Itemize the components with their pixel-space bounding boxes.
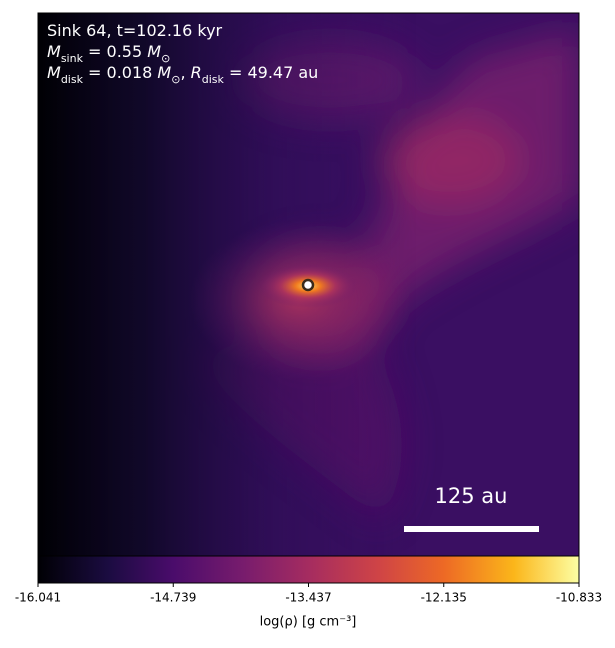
annotation-part: disk bbox=[61, 73, 84, 86]
colorbar-label: log(ρ) [g cm⁻³] bbox=[260, 615, 357, 630]
colorbar-tick-label: -13.437 bbox=[285, 591, 331, 605]
annotation-part: = 0.55 bbox=[83, 42, 147, 61]
annotation: Msink = 0.55 M⊙ bbox=[47, 42, 170, 65]
annotation-part: sink bbox=[61, 52, 84, 65]
density-image bbox=[38, 13, 579, 556]
annotation-part: , bbox=[180, 63, 190, 82]
annotation-part: = 0.018 bbox=[83, 63, 157, 82]
annotation-part: R bbox=[191, 63, 202, 82]
scale-bar-label: 125 au bbox=[435, 484, 508, 508]
colorbar-tick-label: -14.739 bbox=[150, 591, 196, 605]
annotation-part: ⊙ bbox=[161, 52, 170, 65]
sink-marker bbox=[301, 278, 315, 292]
colorbar-tick-label: -16.041 bbox=[15, 591, 61, 605]
annotation-part: disk bbox=[202, 73, 225, 86]
annotation-part: = 49.47 au bbox=[224, 63, 318, 82]
annotation: Sink 64, t=102.16 kyr bbox=[47, 21, 223, 40]
annotation-part: Sink 64, t=102.16 kyr bbox=[47, 21, 223, 40]
annotation-part: M bbox=[157, 63, 171, 82]
colorbar-tick-label: -10.833 bbox=[556, 591, 602, 605]
annotation-part: M bbox=[47, 42, 61, 61]
scale-bar bbox=[404, 526, 539, 532]
colorbar-tick-label: -12.135 bbox=[421, 591, 467, 605]
annotation-part: ⊙ bbox=[171, 73, 180, 86]
colorbar bbox=[37, 555, 580, 584]
annotation-part: M bbox=[47, 63, 61, 82]
annotation: Mdisk = 0.018 M⊙, Rdisk = 49.47 au bbox=[47, 63, 318, 86]
annotation-part: M bbox=[147, 42, 161, 61]
